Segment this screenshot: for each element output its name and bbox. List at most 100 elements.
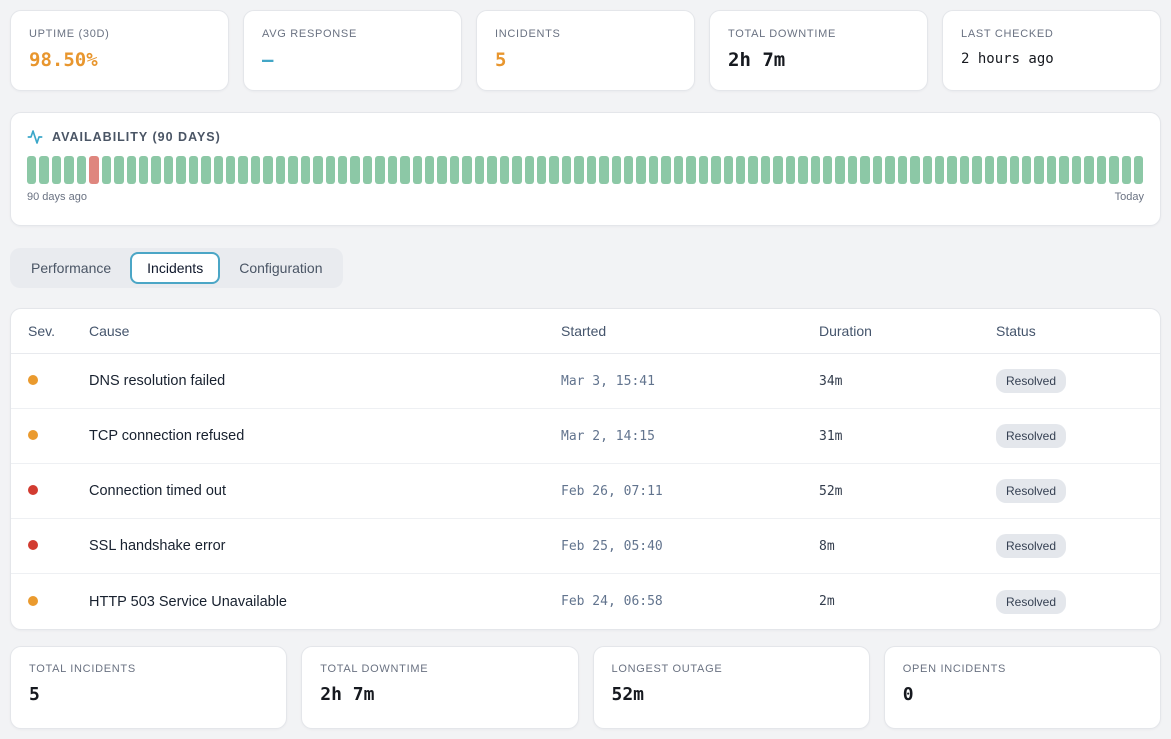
availability-day-bar [823,156,833,184]
stat-card-total-downtime: TOTAL DOWNTIME 2h 7m [709,10,928,91]
tab-incidents[interactable]: Incidents [130,252,221,284]
availability-header: AVAILABILITY (90 DAYS) [27,129,1144,145]
availability-day-bar [524,156,534,184]
availability-day-bar [375,156,385,184]
availability-day-bar [1084,156,1094,184]
table-row: SSL handshake error Feb 25, 05:40 8m Res… [11,519,1160,574]
incident-duration: 31m [819,428,843,444]
availability-day-bar [910,156,920,184]
availability-day-bar [474,156,485,184]
availability-day-bar [673,156,684,184]
severity-dot [28,595,38,606]
availability-day-bar [313,156,323,184]
stat-label: INCIDENTS [495,28,561,40]
availability-day-bar [648,156,659,184]
incident-started: Feb 24, 06:58 [561,594,663,609]
availability-day-bar [549,156,559,184]
availability-day-bar [300,156,311,184]
status-badge: Resolved [996,534,1067,558]
stat-value: 2h 7m [320,684,375,705]
stat-label: LONGEST OUTAGE [611,663,723,675]
availability-day-bar [959,156,970,184]
availability-day-bar [449,156,460,184]
availability-day-bar [798,156,808,184]
section-tabs: Performance Incidents Configuration [10,248,344,288]
incident-started: Mar 2, 14:15 [561,428,655,444]
availability-day-bar [138,156,149,184]
availability-day-bar [126,156,136,184]
availability-day-bar [412,156,422,184]
stat-card-longest-outage: LONGEST OUTAGE 52m [592,646,870,729]
incident-summary-row: TOTAL INCIDENTS 5 TOTAL DOWNTIME 2h 7m L… [10,646,1161,729]
availability-day-bar [1034,156,1044,184]
incident-started: Feb 25, 05:40 [561,538,663,554]
availability-footer: 90 days ago Today [27,191,1144,203]
availability-day-bar [512,156,522,184]
availability-day-bar [487,156,497,184]
column-header-status: Status [996,323,1036,339]
stat-value: 5 [29,684,40,705]
availability-day-bar [437,156,447,184]
availability-day-bar [711,156,721,184]
table-row: TCP connection refused Mar 2, 14:15 31m … [11,409,1160,464]
stat-label: AVG RESPONSE [262,28,357,40]
availability-day-bar [1121,156,1131,184]
stat-value: 52m [611,684,645,705]
availability-day-bar [785,156,796,184]
stat-label: OPEN INCIDENTS [902,663,1007,675]
incident-cause: DNS resolution failed [89,373,226,389]
availability-day-bar [723,156,733,184]
incident-duration: 8m [819,538,835,554]
availability-day-bar [934,156,945,184]
stat-label: LAST CHECKED [961,28,1054,40]
availability-day-bar [400,156,410,184]
stat-value: 2 hours ago [961,51,1054,67]
availability-day-bar [897,156,908,184]
availability-day-bar [1071,156,1082,184]
availability-day-bar [1096,156,1107,184]
availability-day-bar [536,156,547,184]
tab-configuration[interactable]: Configuration [222,252,339,284]
availability-day-bar [835,156,845,184]
stat-label: TOTAL INCIDENTS [29,663,136,675]
availability-day-bar [238,156,248,184]
availability-day-bar [250,156,261,184]
incident-started: Mar 3, 15:41 [561,373,655,389]
availability-day-bar [1109,156,1119,184]
availability-day-bar [997,156,1007,184]
availability-day-bar [337,156,348,184]
severity-dot [28,485,38,495]
availability-day-bar [76,156,87,184]
availability-day-bar [984,156,995,184]
availability-day-bar [574,156,584,184]
availability-day-bar [599,156,609,184]
status-badge: Resolved [996,479,1067,503]
availability-day-bar [325,156,335,184]
stat-label: TOTAL DOWNTIME [728,28,836,40]
availability-day-bar [1059,156,1069,184]
stat-card-incidents: INCIDENTS 5 [476,10,695,91]
availability-day-bar [586,156,597,184]
severity-dot [28,540,38,550]
stat-card-total-incidents: TOTAL INCIDENTS 5 [10,646,288,729]
incident-cause: HTTP 503 Service Unavailable [89,593,287,610]
availability-day-bar [847,156,858,184]
stat-value: 98.50% [29,49,98,71]
availability-end-label: Today [1114,191,1144,203]
status-badge: Resolved [996,589,1067,614]
tab-performance[interactable]: Performance [14,252,128,284]
incident-started: Feb 26, 07:11 [561,483,663,499]
column-header-started: Started [561,323,607,339]
availability-day-bar [1009,156,1019,184]
stat-card-avg-response: AVG RESPONSE — [243,10,462,91]
severity-dot [28,375,38,385]
availability-day-bar [748,156,758,184]
availability-day-bar [151,156,161,184]
availability-day-bar [947,156,957,184]
availability-day-bar [263,156,273,184]
stat-value: 0 [902,684,914,705]
stat-value: 2h 7m [728,49,786,71]
availability-day-bar [362,156,373,184]
availability-day-bar [27,156,37,184]
